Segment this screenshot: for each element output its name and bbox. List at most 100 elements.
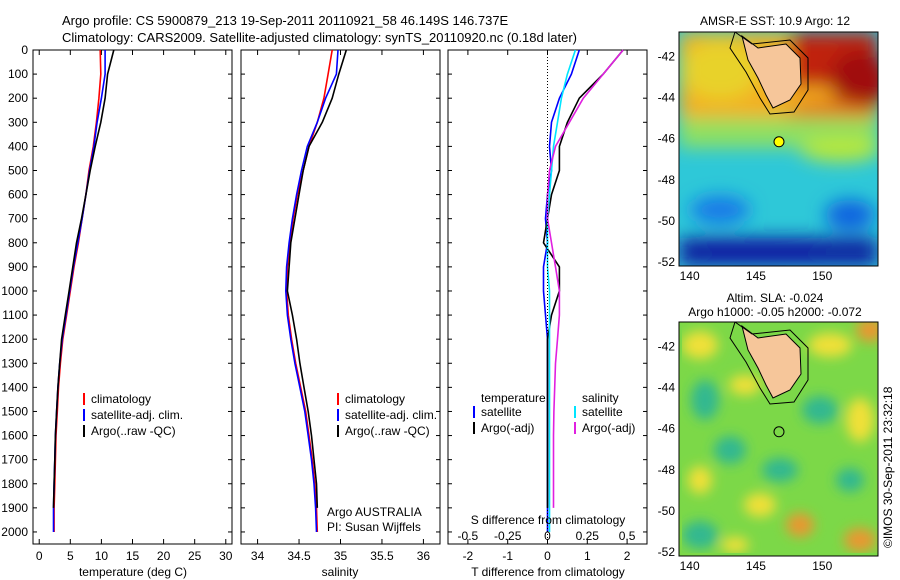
figure-title-line2: Climatology: CARS2009. Satellite-adjuste… xyxy=(62,30,577,45)
map-y-tick-label: -50 xyxy=(658,504,676,518)
y-tick-label: 1200 xyxy=(1,332,28,346)
sla-map-title: Altim. SLA: -0.024 xyxy=(727,291,824,305)
series-line-2-3 xyxy=(546,49,624,508)
y-tick-label: 1900 xyxy=(1,501,28,515)
bathymetry-contour xyxy=(729,32,809,115)
difference-top-ticks: -0.5 -0.25 0 0.25 0.5 xyxy=(458,529,636,543)
map-y-tick-label: -42 xyxy=(658,50,676,64)
map-y-tick-label: -42 xyxy=(658,340,676,354)
legend-label-argo: Argo(..raw -QC) xyxy=(91,424,176,438)
map-y-tick-label: -52 xyxy=(658,255,676,269)
salinity-legend: climatology satellite-adj. clim. Argo(..… xyxy=(337,392,437,438)
difference-top-xlabel: S difference from climatology xyxy=(471,513,626,527)
x-tick-label: 34.5 xyxy=(287,549,311,563)
sla-map xyxy=(679,322,878,556)
legend-label-sal-argo: Argo(-adj) xyxy=(582,421,635,435)
map-y-tick-label: -48 xyxy=(658,173,676,187)
y-tick-label: 1800 xyxy=(1,477,28,491)
top-x-tick-label: 0.25 xyxy=(576,529,600,543)
profile-lines xyxy=(52,49,624,533)
y-tick-label: 1000 xyxy=(1,284,28,298)
y-tick-label: 1400 xyxy=(1,380,28,394)
map-y-tick-label: -52 xyxy=(658,545,676,559)
x-tick-label: 20 xyxy=(157,549,171,563)
x-tick-label: 0 xyxy=(544,549,551,563)
argo-position-marker xyxy=(773,136,785,148)
y-tick-label: 500 xyxy=(8,163,28,177)
map-y-tick-label: -44 xyxy=(658,91,676,105)
map-x-tick-label: 140 xyxy=(680,559,700,573)
bathymetry-contour xyxy=(729,322,809,405)
y-tick-label: 1300 xyxy=(1,356,28,370)
top-x-tick-label: 0 xyxy=(544,529,551,543)
float-pi-label: PI: Susan Wijffels xyxy=(327,520,421,534)
top-x-tick-label: -0.5 xyxy=(458,529,479,543)
map-y-tick-label: -50 xyxy=(658,214,676,228)
legend-label-argo: Argo(..raw -QC) xyxy=(345,424,430,438)
legend-label-sal-satellite: satellite xyxy=(582,405,623,419)
x-tick-label: 35 xyxy=(334,549,348,563)
legend-label-temp-satellite: satellite xyxy=(481,405,522,419)
salinity-xlabel: salinity xyxy=(322,565,359,579)
tasmania-land xyxy=(741,324,802,399)
map-y-tick-label: -44 xyxy=(658,381,676,395)
temperature-legend: climatology satellite-adj. clim. Argo(..… xyxy=(83,392,183,438)
legend-header-salinity: salinity xyxy=(582,391,619,405)
legend-label-temp-argo: Argo(-adj) xyxy=(481,421,534,435)
map-y-tick-label: -46 xyxy=(658,422,676,436)
legend-label-satellite: satellite-adj. clim. xyxy=(91,408,183,422)
x-tick-label: 35.5 xyxy=(370,549,394,563)
float-program-label: Argo AUSTRALIA xyxy=(327,505,422,519)
tasmania-land xyxy=(741,34,802,109)
x-tick-label: -2 xyxy=(463,549,474,563)
map-x-tick-label: 140 xyxy=(680,269,700,283)
x-tick-label: 10 xyxy=(95,549,109,563)
sla-map-frame xyxy=(678,321,879,557)
top-x-tick-label: -0.25 xyxy=(494,529,522,543)
map-x-tick-label: 150 xyxy=(812,269,832,283)
series-line-2-1 xyxy=(542,49,624,508)
argo-position-marker xyxy=(773,426,785,438)
y-tick-label: 800 xyxy=(8,236,28,250)
map-x-tick-label: 145 xyxy=(746,559,766,573)
x-tick-label: 34 xyxy=(251,549,265,563)
series-line-1-1 xyxy=(284,49,339,533)
y-tick-label: 1500 xyxy=(1,404,28,418)
y-tick-label: 700 xyxy=(8,212,28,226)
y-tick-label: 0 xyxy=(21,43,28,57)
x-tick-label: 15 xyxy=(126,549,140,563)
x-tick-label: 5 xyxy=(67,549,74,563)
figure-title-line1: Argo profile: CS 5900879_213 19-Sep-2011… xyxy=(62,13,509,28)
difference-xlabel: T difference from climatology xyxy=(471,565,625,579)
legend-label-climatology: climatology xyxy=(91,392,151,406)
imos-credit: ©IMOS 30-Sep-2011 23:32:18 xyxy=(881,386,895,548)
sst-map-frame xyxy=(678,31,879,267)
x-tick-label: 36 xyxy=(417,549,431,563)
series-line-1-2 xyxy=(286,49,348,508)
difference-legend: temperature salinity satellite Argo(-adj… xyxy=(473,391,635,435)
series-line-0-2 xyxy=(52,49,115,508)
x-tick-label: 2 xyxy=(624,549,631,563)
map-x-tick-label: 145 xyxy=(746,269,766,283)
sst-map-title: AMSR-E SST: 10.9 Argo: 12 xyxy=(700,14,850,28)
y-tick-label: 300 xyxy=(8,115,28,129)
axis-ticks: 0 5 10 15 20 25 300100200300400500600700800900… xyxy=(1,43,832,573)
map-y-tick-label: -48 xyxy=(658,463,676,477)
top-x-tick-label: 0.5 xyxy=(619,529,636,543)
sst-map xyxy=(679,32,878,266)
y-tick-label: 100 xyxy=(8,67,28,81)
temperature-axes xyxy=(32,49,233,545)
y-tick-label: 1100 xyxy=(2,308,28,322)
legend-header-temperature: temperature xyxy=(481,391,546,405)
map-x-tick-label: 150 xyxy=(812,559,832,573)
y-tick-label: 400 xyxy=(8,139,28,153)
x-tick-label: 0 xyxy=(36,549,43,563)
x-tick-label: 1 xyxy=(584,549,591,563)
salinity-axes xyxy=(240,49,441,545)
y-tick-label: 900 xyxy=(8,260,28,274)
y-tick-label: 2000 xyxy=(1,525,28,539)
legend-label-climatology: climatology xyxy=(345,392,405,406)
series-line-2-2 xyxy=(546,49,577,532)
y-tick-label: 600 xyxy=(8,188,28,202)
x-tick-label: 30 xyxy=(219,549,233,563)
